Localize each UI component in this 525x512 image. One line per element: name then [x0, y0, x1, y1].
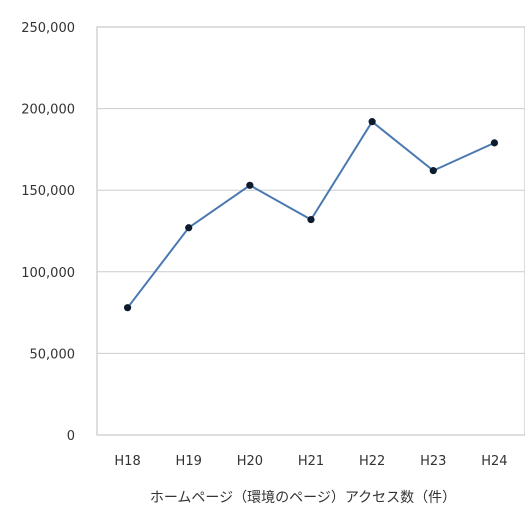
x-tick-label: H20 [237, 454, 263, 469]
y-tick-label: 250,000 [21, 21, 75, 36]
x-tick-label: H19 [176, 454, 202, 469]
x-axis-title: ホームページ（環境のページ）アクセス数（件） [150, 490, 456, 506]
data-point [368, 118, 376, 126]
y-tick-label: 150,000 [21, 184, 75, 199]
series-layer [123, 118, 499, 312]
x-axis-ticks: H18 H19 H20 H21 H22 H23 H24 [114, 454, 507, 469]
data-point [185, 224, 193, 232]
x-tick-label: H23 [420, 454, 446, 469]
y-tick-label: 200,000 [21, 103, 75, 118]
x-tick-label: H21 [298, 454, 324, 469]
y-tick-label: 50,000 [30, 347, 76, 362]
x-tick-label: H18 [114, 454, 140, 469]
data-point [490, 139, 499, 147]
gridlines [97, 108, 525, 354]
y-tick-label: 100,000 [21, 266, 75, 281]
data-point [429, 167, 437, 175]
y-tick-label: 0 [67, 429, 75, 444]
plot-frame [96, 26, 525, 436]
x-tick-label: H22 [359, 454, 385, 469]
data-point [246, 181, 254, 189]
data-point [307, 215, 315, 224]
x-tick-label: H24 [481, 454, 507, 469]
data-point [123, 304, 132, 312]
series-line [126, 120, 495, 309]
y-axis-ticks: 0 50,000 100,000 150,000 200,000 250,000 [21, 21, 75, 444]
